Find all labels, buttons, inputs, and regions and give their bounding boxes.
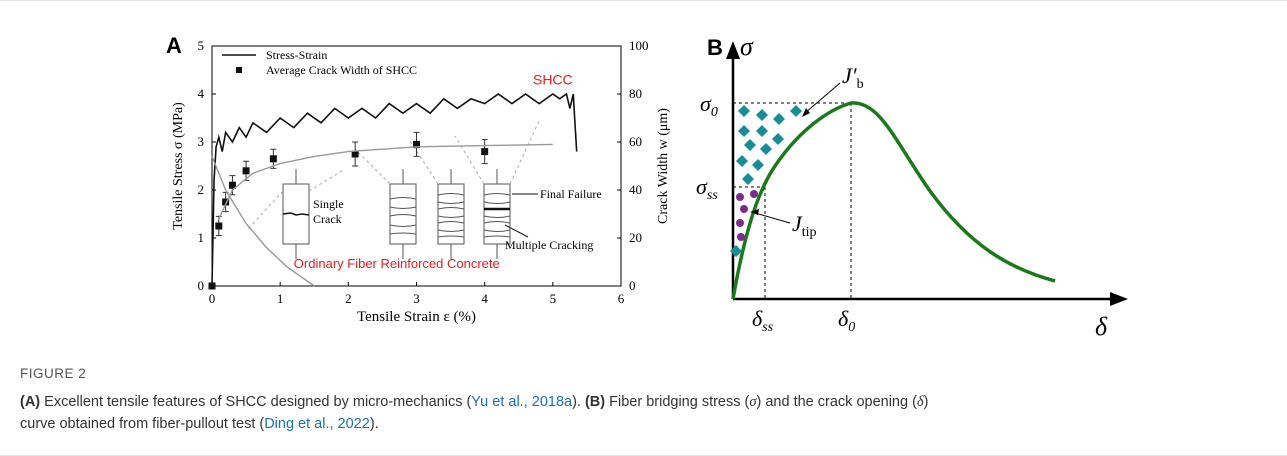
- caption-text: Excellent tensile features of SHCC desig…: [40, 394, 472, 410]
- legend-label: Average Crack Width of SHCC: [266, 63, 417, 77]
- caption-text: (B): [584, 394, 606, 410]
- annotation: SHCC: [533, 71, 573, 87]
- figure: A B: [166, 32, 1128, 341]
- annotation: Ordinary Fiber Reinforced Concrete: [294, 256, 500, 271]
- y2-axis-label: Crack Width w (μm): [656, 108, 671, 224]
- x-tick-label: 1: [277, 291, 284, 306]
- data-point: [242, 167, 250, 175]
- data-point: [351, 150, 359, 158]
- label: σ0: [700, 91, 718, 120]
- x-tick-label: 3: [413, 291, 420, 306]
- y-tick-label: 1: [198, 230, 205, 245]
- x-tick-label: 0: [209, 291, 216, 306]
- annotation: Multiple Cracking: [505, 238, 593, 252]
- x-tick-label: 2: [345, 291, 352, 306]
- y-tick-label: 3: [198, 134, 205, 149]
- y-tick-label: 5: [198, 38, 205, 53]
- label: δss: [752, 306, 774, 335]
- caption-text: ).: [572, 394, 585, 410]
- annotation: Crack: [313, 212, 342, 226]
- caption-text: Fiber bridging stress (: [605, 394, 750, 410]
- panel-letter: B: [707, 35, 723, 60]
- panel-b-labels: σ δ σ0 σss δss δ0 J′b Jtip: [696, 32, 1108, 341]
- caption-text: ).: [369, 416, 379, 432]
- annotation: Final Failure: [540, 187, 602, 201]
- x-tick-label: 4: [481, 291, 488, 306]
- y2-tick-label: 0: [629, 278, 636, 293]
- caption-text: curve obtained from fiber-pullout test (: [20, 416, 265, 432]
- data-point: [215, 222, 223, 230]
- caption-line: (A) Excellent tensile features of SHCC d…: [20, 391, 1260, 413]
- y2-tick-label: 100: [629, 38, 649, 53]
- panel-b-diagram: [726, 41, 1128, 306]
- legend-label: Stress-Strain: [266, 48, 327, 62]
- specimen-insets: [247, 118, 541, 259]
- y-tick-label: 2: [198, 182, 205, 197]
- y-tick-label: 0: [198, 278, 205, 293]
- axis-label: σ: [740, 32, 754, 61]
- y-axis-label: Tensile Stress σ (MPa): [171, 102, 186, 230]
- caption-line: curve obtained from fiber-pullout test (…: [20, 413, 1260, 435]
- y2-tick-label: 60: [629, 134, 642, 149]
- x-tick-label: 6: [618, 291, 625, 306]
- label: J′b: [842, 63, 864, 92]
- label: Jtip: [792, 211, 817, 240]
- axis-label: δ: [1095, 312, 1108, 341]
- panel-letter: A: [166, 33, 182, 58]
- caption-symbol: σ: [749, 394, 757, 410]
- data-point: [228, 181, 236, 189]
- data-line: [218, 143, 553, 220]
- label: δ0: [838, 306, 855, 335]
- y2-tick-label: 20: [629, 230, 642, 245]
- x-tick-label: 5: [550, 291, 557, 306]
- caption: FIGURE 2 (A) Excellent tensile features …: [20, 363, 1260, 435]
- y2-tick-label: 40: [629, 182, 642, 197]
- caption-text: (A): [20, 394, 41, 410]
- figure-label: FIGURE 2: [20, 366, 87, 381]
- legend-swatch: [236, 67, 242, 73]
- data-point: [222, 198, 230, 206]
- y-tick-label: 4: [198, 86, 205, 101]
- data-line: [211, 156, 315, 287]
- caption-text: ) and the crack opening (: [756, 394, 917, 410]
- x-axis-label: Tensile Strain ε (%): [357, 309, 476, 325]
- data-point: [413, 140, 420, 148]
- data-point: [269, 155, 277, 163]
- data-line: [211, 92, 578, 287]
- data-point: [208, 282, 216, 290]
- label: σss: [696, 174, 718, 203]
- caption-symbol: δ: [916, 394, 924, 410]
- y2-tick-label: 80: [629, 86, 642, 101]
- data-point: [481, 148, 489, 156]
- caption-text: ): [923, 394, 929, 410]
- annotation: Single: [313, 197, 344, 211]
- citation-link[interactable]: Yu et al., 2018a: [471, 394, 573, 410]
- citation-link[interactable]: Ding et al., 2022: [264, 416, 370, 432]
